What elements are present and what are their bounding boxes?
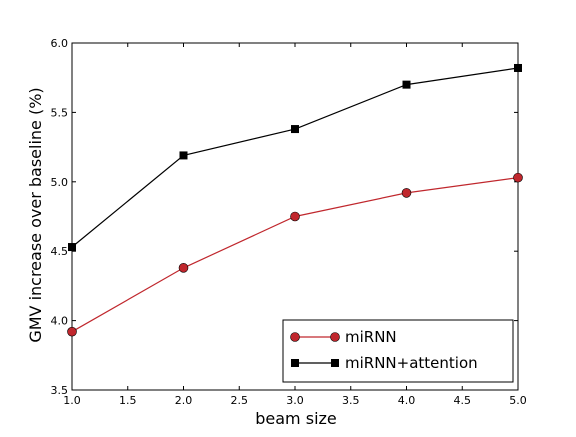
plot-area: 1.0 1.5 2.0 2.5 3.0 3.5 4.0 4.5 5.0 3.5 4.0 4.5 5.0 5… — [51, 37, 527, 407]
data-point-mirnn — [401, 188, 412, 198]
legend-marker-mirnn-attention — [331, 359, 339, 367]
data-point-mirnn-attention — [514, 63, 522, 72]
x-tick-label: 4.5 — [454, 394, 472, 407]
legend-box — [282, 319, 514, 383]
x-tick-label: 2.5 — [231, 394, 249, 407]
data-point-mirnn — [290, 211, 300, 222]
data-point-mirnn-attention — [68, 243, 76, 252]
x-axis-title: beam size — [255, 409, 337, 428]
x-tick-label: 3.5 — [342, 394, 360, 407]
data-point-mirnn — [67, 326, 77, 337]
x-tick-label: 2.0 — [175, 394, 193, 407]
data-point-mirnn-attention — [179, 151, 188, 160]
series-line-mirnn — [71, 177, 519, 333]
y-tick-label: 4.0 — [51, 315, 69, 328]
data-point-mirnn — [178, 263, 189, 273]
x-tick-label: 5.0 — [509, 394, 527, 407]
y-tick-label: 3.5 — [51, 384, 69, 397]
legend: miRNN miRNN+attention — [282, 319, 514, 383]
y-axis-title: GMV increase over baseline (%) — [26, 87, 45, 342]
data-point-mirnn — [513, 172, 523, 183]
legend-marker-mirnn — [290, 332, 300, 342]
legend-marker-mirnn — [330, 332, 340, 342]
x-tick-label: 3.0 — [286, 394, 304, 407]
y-tick-label: 5.5 — [51, 106, 69, 119]
y-tick-label: 5.0 — [51, 176, 69, 189]
legend-label-mirnn: miRNN — [345, 328, 397, 346]
x-tick-label: 4.0 — [398, 394, 416, 407]
legend-label-mirnn-attention: miRNN+attention — [345, 354, 478, 372]
x-tick-label: 1.5 — [119, 394, 137, 407]
y-tick-label: 6.0 — [51, 37, 69, 50]
data-point-mirnn-attention — [291, 125, 299, 134]
legend-marker-mirnn-attention — [291, 359, 299, 367]
x-tick-label: 1.0 — [63, 394, 81, 407]
y-tick-label: 4.5 — [51, 245, 69, 258]
data-point-mirnn-attention — [402, 80, 411, 89]
